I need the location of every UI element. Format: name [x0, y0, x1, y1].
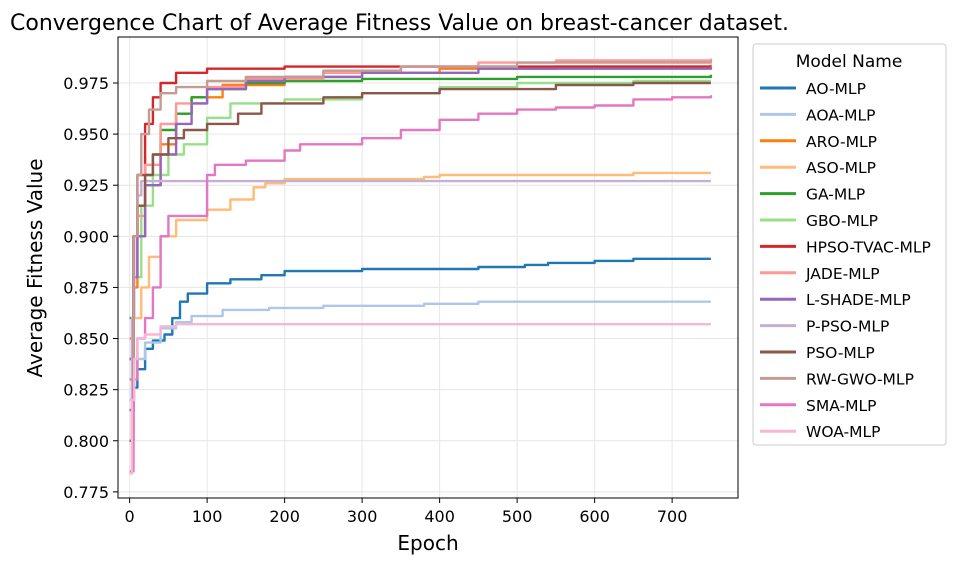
x-tick-label: 700: [657, 507, 688, 526]
y-tick-label: 0.925: [63, 176, 109, 195]
series-line-gbo-mlp: [129, 79, 711, 381]
grid-lines: [118, 37, 738, 498]
legend-entry: PSO-MLP: [806, 344, 875, 362]
chart-title: Convergence Chart of Average Fitness Val…: [10, 11, 789, 36]
y-tick-label: 0.775: [63, 483, 109, 502]
series-line-woa-mlp: [129, 323, 711, 475]
x-tick-label: 600: [579, 507, 610, 526]
x-axis-ticks: 0 100 200 300 400 500 600 700: [125, 498, 688, 526]
y-axis-label: Average Fitness Value: [23, 158, 47, 377]
y-tick-label: 0.800: [63, 432, 109, 451]
y-axis-ticks: 0.775 0.800 0.825 0.850 0.875 0.900 0.925 0.950…: [63, 74, 118, 502]
legend-entry: HPSO-TVAC-MLP: [806, 238, 931, 256]
series-line-rw-gwo-mlp: [129, 60, 713, 381]
x-tick-label: 100: [192, 507, 223, 526]
y-tick-label: 0.950: [63, 125, 109, 144]
y-tick-label: 0.850: [63, 330, 109, 349]
series-line-p-pso-mlp: [129, 179, 711, 442]
y-tick-label: 0.900: [63, 227, 109, 246]
x-tick-label: 400: [424, 507, 455, 526]
y-tick-label: 0.825: [63, 381, 109, 400]
x-tick-label: 300: [347, 507, 378, 526]
legend-entry: GA-MLP: [806, 186, 865, 204]
legend-entry: L-SHADE-MLP: [806, 291, 911, 309]
legend-entry: RW-GWO-MLP: [806, 370, 914, 388]
legend-entry: P-PSO-MLP: [806, 318, 889, 336]
legend: Model Name AO-MLP AOA-MLP ARO-MLP ASO-MLP GA…: [752, 43, 947, 446]
legend-entry: ARO-MLP: [806, 133, 877, 151]
series-line-sma-mlp: [129, 95, 713, 473]
legend-title: Model Name: [796, 52, 903, 72]
legend-entry: AOA-MLP: [806, 106, 875, 124]
series-line-aso-mlp: [129, 171, 711, 361]
series-line-ao-mlp: [129, 257, 711, 412]
x-tick-label: 0: [125, 507, 135, 526]
legend-entry: GBO-MLP: [806, 212, 878, 230]
x-tick-label: 500: [502, 507, 533, 526]
series-line-pso-mlp: [129, 81, 711, 442]
series-line-ga-mlp: [129, 74, 713, 320]
legend-entry: AO-MLP: [806, 80, 866, 98]
legend-entry: ASO-MLP: [806, 159, 876, 177]
series-lines: [129, 58, 713, 475]
y-tick-label: 0.875: [63, 278, 109, 297]
y-tick-label: 0.975: [63, 74, 109, 93]
legend-entry: WOA-MLP: [806, 423, 880, 441]
legend-entry: SMA-MLP: [806, 397, 876, 415]
legend-frame: [752, 43, 947, 446]
legend-entry: JADE-MLP: [805, 265, 880, 283]
plot-frame: [117, 36, 739, 499]
x-axis-label: Epoch: [397, 531, 458, 555]
series-line-aoa-mlp: [129, 300, 711, 402]
x-tick-label: 200: [269, 507, 300, 526]
